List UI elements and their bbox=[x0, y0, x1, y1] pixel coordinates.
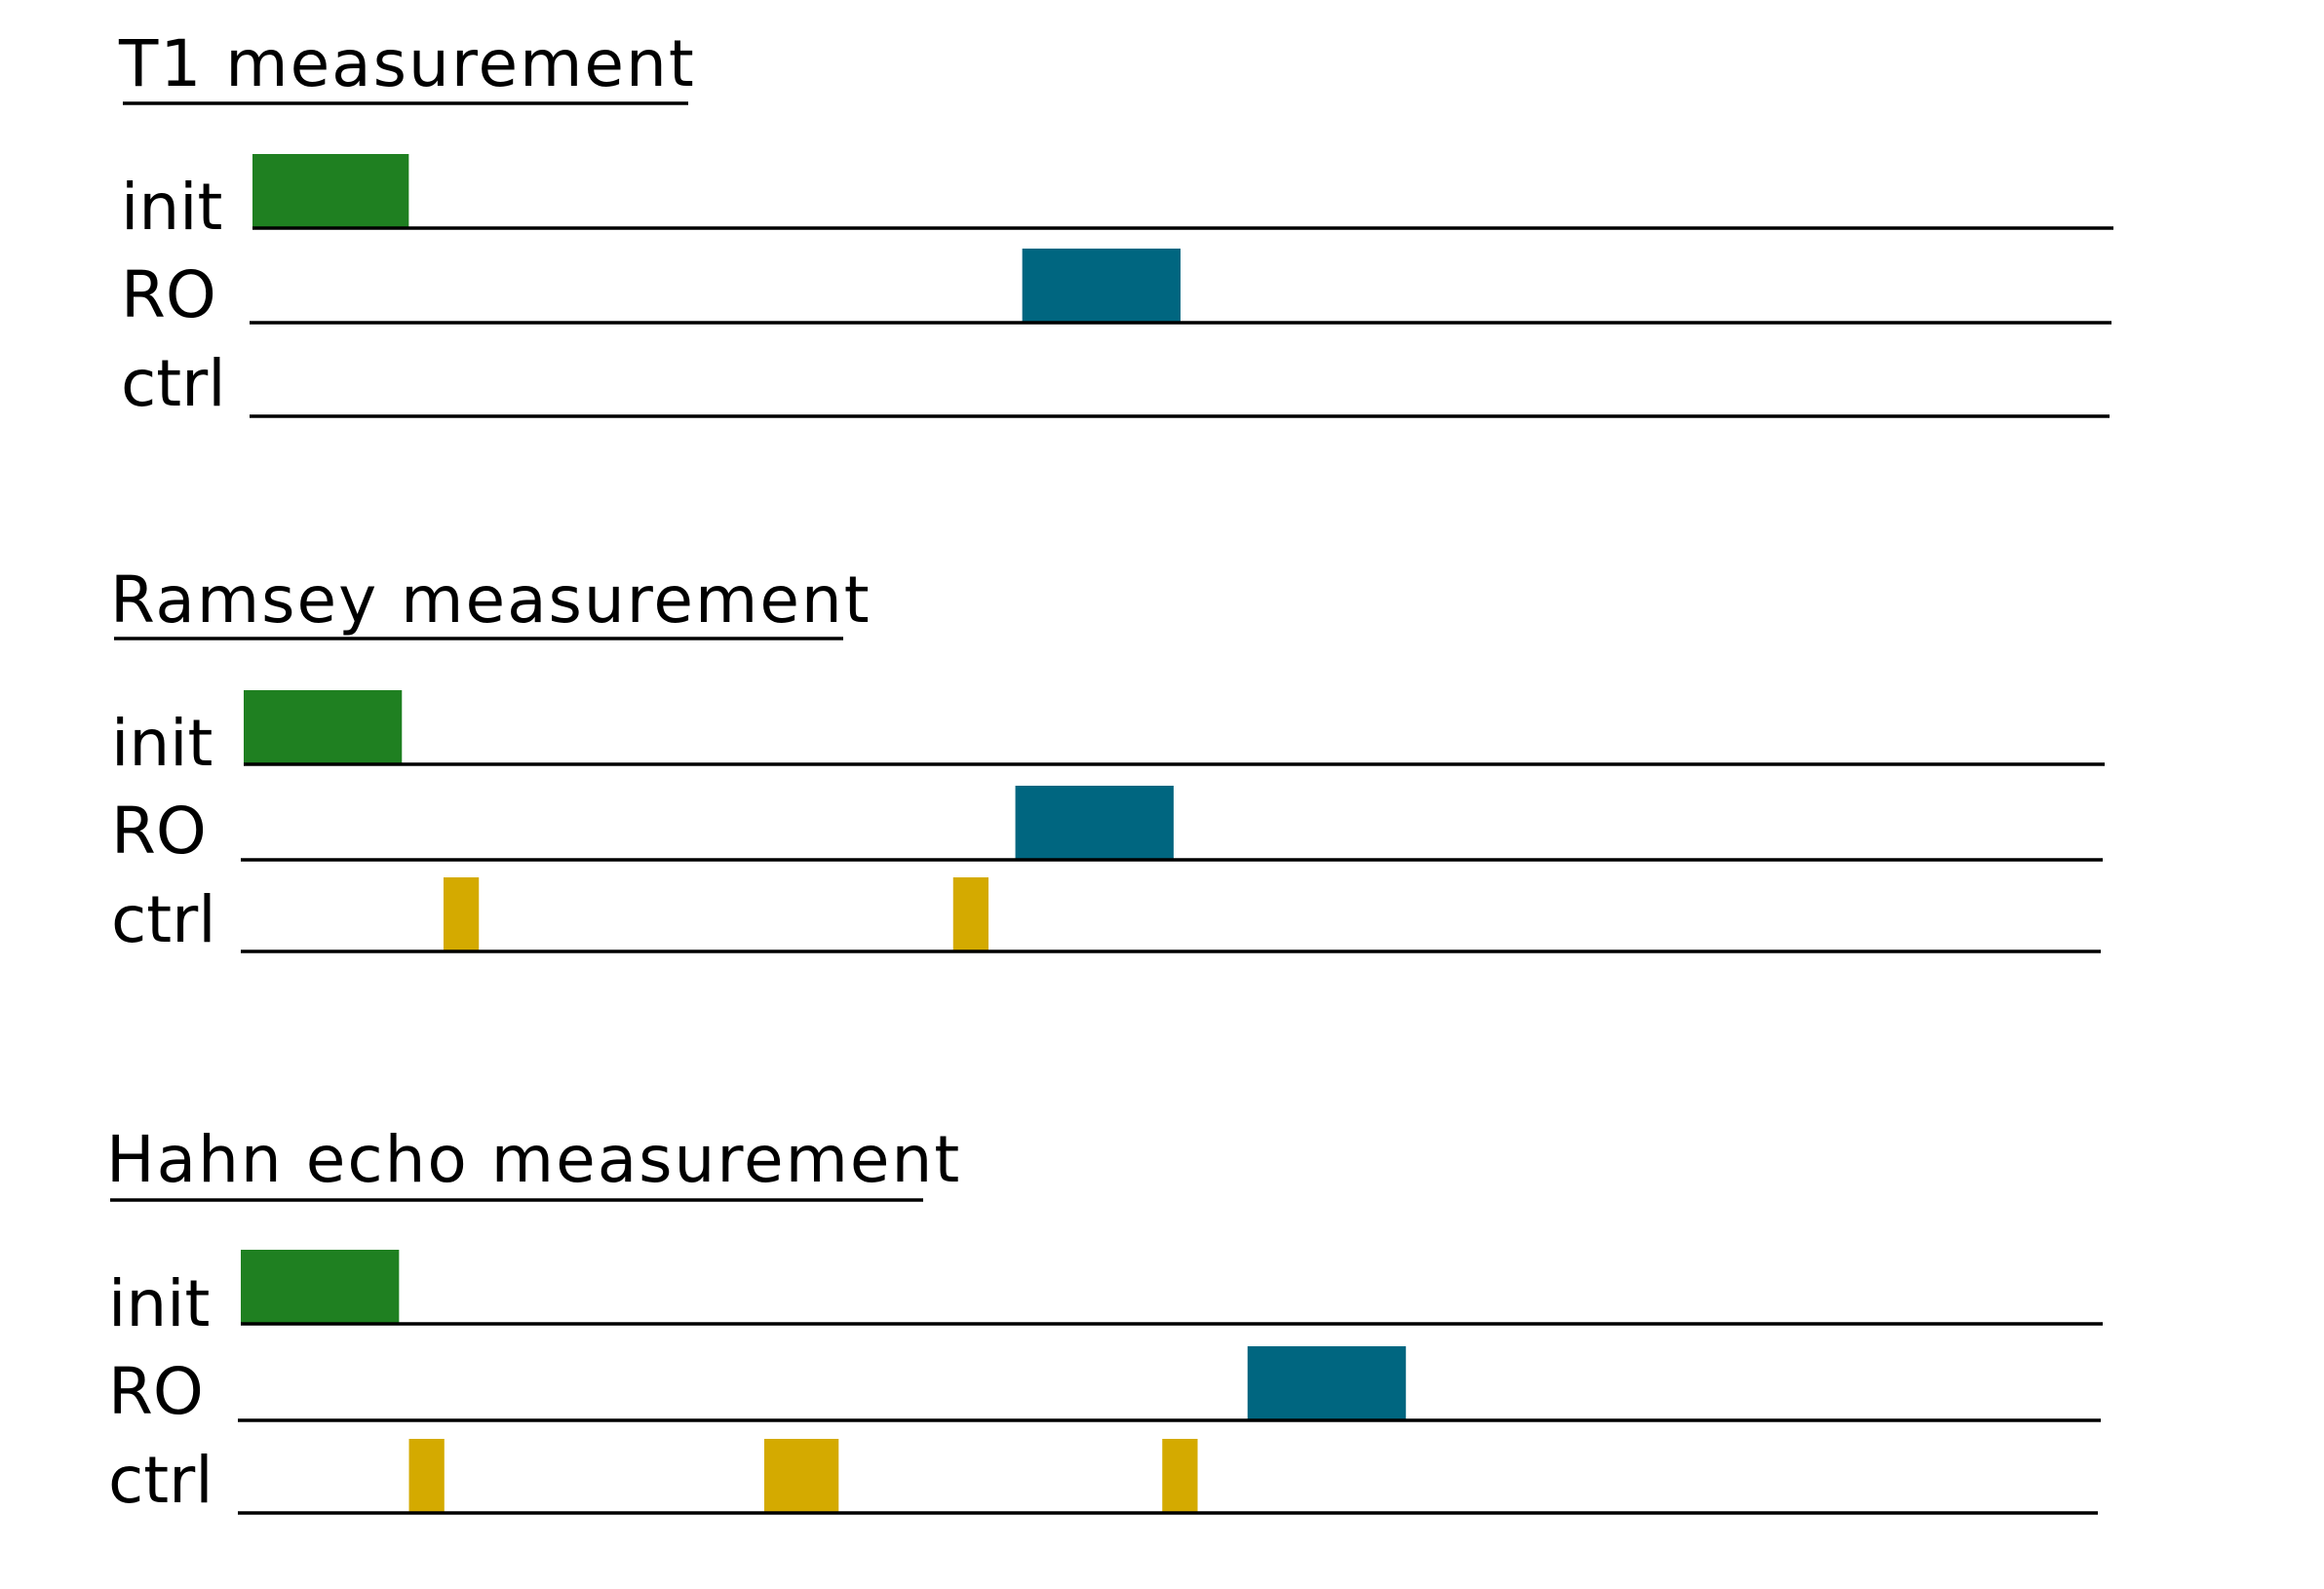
init-pulse bbox=[241, 1250, 400, 1324]
channel-label-ro: RO bbox=[121, 257, 216, 332]
readout-pulse bbox=[1247, 1346, 1407, 1420]
section-title: Ramsey measurement bbox=[110, 562, 872, 638]
init-pulse bbox=[252, 154, 409, 228]
channel-label-init: init bbox=[111, 706, 213, 781]
control-pulse bbox=[1162, 1439, 1198, 1513]
section-hahn: Hahn echo measurement init RO ctrl bbox=[106, 1122, 2103, 1518]
channel-label-init: init bbox=[108, 1266, 210, 1341]
init-pulse bbox=[244, 690, 403, 764]
control-pulse bbox=[763, 1439, 839, 1513]
readout-pulse bbox=[1022, 249, 1181, 323]
channel-label-ctrl: ctrl bbox=[108, 1443, 213, 1518]
section-title: T1 measurement bbox=[118, 26, 696, 101]
control-pulse bbox=[443, 877, 480, 951]
channel-label-ro: RO bbox=[111, 794, 207, 869]
section-ramsey: Ramsey measurement init RO ctrl bbox=[110, 562, 2105, 957]
channel-label-ctrl: ctrl bbox=[111, 882, 216, 957]
control-pulse bbox=[408, 1439, 445, 1513]
control-pulse bbox=[952, 877, 989, 951]
channel-label-ro: RO bbox=[108, 1354, 204, 1429]
channel-label-init: init bbox=[121, 170, 222, 245]
readout-pulse bbox=[1015, 786, 1174, 860]
section-title: Hahn echo measurement bbox=[106, 1122, 961, 1197]
channel-label-ctrl: ctrl bbox=[121, 346, 226, 421]
section-t1: T1 measurement init RO ctrl bbox=[118, 26, 2113, 421]
